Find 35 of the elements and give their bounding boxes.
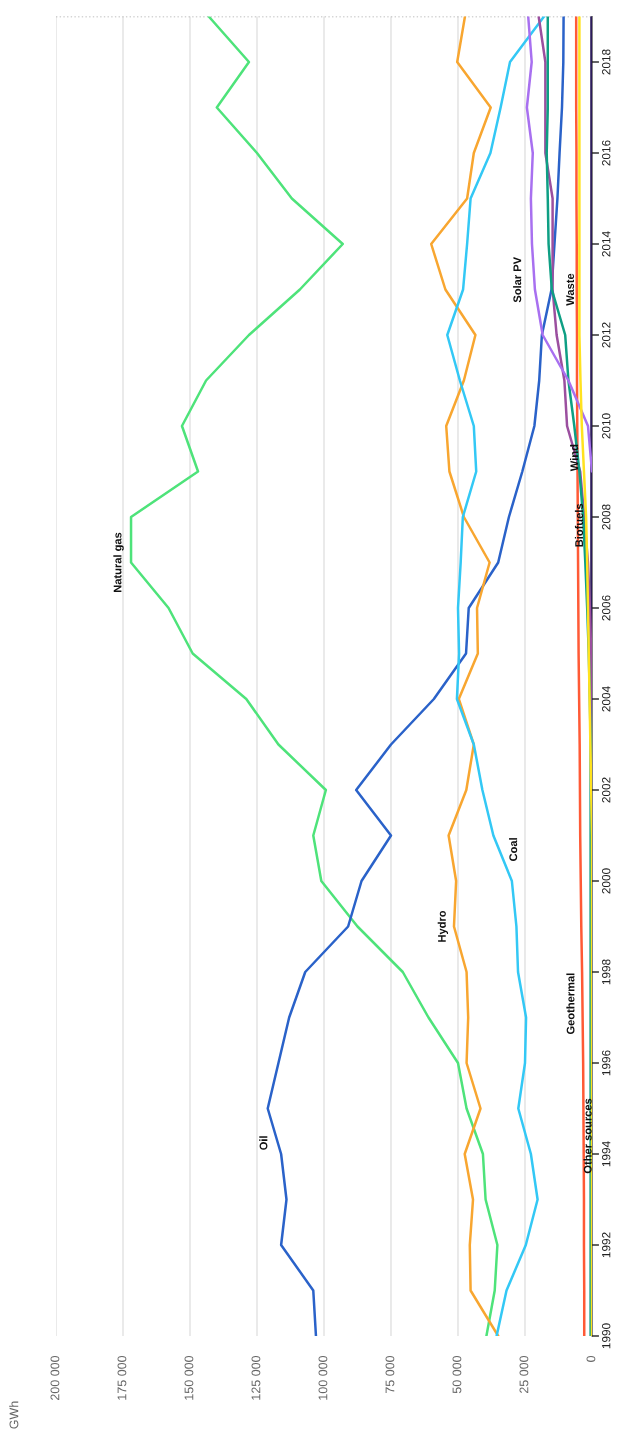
x-tick-label: 75 000 [385,1355,395,1394]
text: GWh [9,1401,19,1429]
y-tick-label: 2016 [602,140,611,166]
text: Natural gas [113,532,124,593]
x-tick-label: 0 [586,1355,596,1362]
text: Geothermal [566,973,575,1035]
x-tick-label: 150 000 [184,1355,194,1400]
text: Hydro [437,910,449,942]
x-tick-label: 50 000 [452,1355,462,1394]
y-tick-label: 1996 [602,1050,611,1076]
y-tick-label: 2002 [602,777,611,803]
text: Coal [509,838,518,861]
y-tick-label: 1994 [602,1141,611,1167]
x-tick-label: 25 000 [519,1355,529,1394]
text: Solar PV [513,257,522,303]
y-tick-label: 1990 [602,1323,611,1349]
y-tick-label: 1992 [602,1232,611,1258]
text: Wind [570,444,579,472]
y-tick-label: 2008 [602,504,611,530]
y-tick-label: 2018 [602,49,611,75]
y-tick-label: 2006 [602,595,611,621]
x-tick-label: 175 000 [117,1355,127,1400]
text: Waste [566,273,575,306]
x-tick-label: 125 000 [251,1355,261,1400]
y-tick-label: 1998 [602,959,611,985]
y-tick-label: 2014 [602,231,611,257]
text: Biofuels [574,503,584,547]
y-tick-label: 2010 [602,413,611,439]
y-tick-label: 2012 [602,322,611,348]
x-tick-label: 200 000 [50,1355,60,1400]
text: Other sources [583,1098,592,1174]
y-tick-label: 2004 [602,686,611,712]
text: Oil [259,1136,268,1150]
x-tick-label: 100 000 [318,1355,328,1400]
y-tick-label: 2000 [602,868,611,894]
